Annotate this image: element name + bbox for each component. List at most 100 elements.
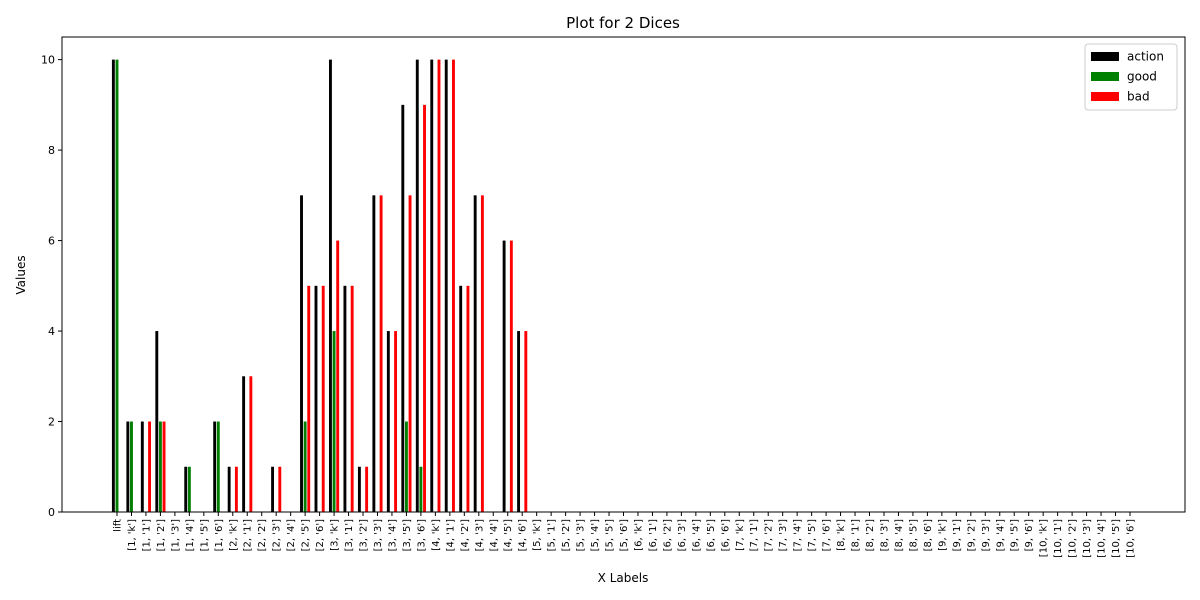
x-tick-label: [6, '1'] — [648, 519, 659, 551]
bar — [404, 421, 408, 512]
x-tick-label: [2, '4'] — [286, 519, 297, 551]
bar — [184, 466, 188, 512]
x-tick-label: [3, '1'] — [344, 519, 355, 551]
bar — [401, 104, 405, 512]
y-tick-label: 0 — [48, 506, 55, 519]
y-tick-label: 4 — [48, 325, 55, 338]
x-tick-label: [7, '2'] — [764, 519, 775, 551]
bar — [379, 195, 383, 513]
bar — [386, 331, 390, 512]
bar — [459, 285, 463, 512]
bar — [278, 466, 282, 512]
x-tick-label: [4, '1'] — [445, 519, 456, 551]
x-tick-label: [7, '3'] — [778, 519, 789, 551]
x-tick-label: [3, '4'] — [387, 519, 398, 551]
x-tick-label: [8, '3'] — [879, 519, 890, 551]
x-tick-label: [8, '4'] — [894, 519, 905, 551]
x-tick-label: [6, '5'] — [706, 519, 717, 551]
x-tick-label: [1, '3'] — [170, 519, 181, 551]
x-tick-label: [7, '5'] — [807, 519, 818, 551]
x-tick-label: [4, '6'] — [518, 519, 529, 551]
x-tick-label: [4, 'k'] — [431, 519, 442, 551]
bar — [419, 466, 423, 512]
x-tick-label: [1, 'k'] — [127, 519, 138, 551]
bar — [423, 104, 426, 512]
x-tick-label: [2, '5'] — [301, 519, 312, 551]
bar — [249, 376, 253, 512]
x-tick-label: [9, '5'] — [1010, 519, 1021, 551]
x-tick-label: [5, '1'] — [547, 519, 558, 551]
y-tick-label: 6 — [48, 235, 55, 248]
bar — [300, 195, 303, 513]
bar — [394, 331, 398, 512]
bar — [415, 59, 419, 512]
bar — [357, 466, 361, 512]
bar — [452, 59, 455, 512]
legend-swatch — [1091, 92, 1119, 101]
bar — [148, 421, 152, 512]
bar — [408, 195, 412, 513]
bar — [187, 466, 191, 512]
bar — [213, 421, 217, 512]
x-tick-label: [4, '4'] — [489, 519, 500, 551]
x-tick-label: [3, '5'] — [402, 519, 413, 551]
x-tick-label: [9, 'k'] — [937, 519, 948, 551]
bar — [130, 421, 133, 512]
bar — [473, 195, 477, 513]
bar — [126, 421, 130, 512]
bar — [480, 195, 484, 513]
x-tick-label: [5, 'k'] — [532, 519, 543, 551]
x-tick-label: [9, '4'] — [995, 519, 1006, 551]
bar — [466, 285, 470, 512]
x-tick-label: [5, '6'] — [619, 519, 630, 551]
y-tick-label: 10 — [41, 54, 55, 67]
bar — [162, 421, 166, 512]
x-tick-label: [10, '4'] — [1097, 519, 1108, 558]
bar — [343, 285, 347, 512]
legend-label: good — [1127, 70, 1157, 84]
x-tick-label: [10, '3'] — [1082, 519, 1093, 558]
bar — [444, 59, 448, 512]
x-tick-label: [10, '5'] — [1111, 519, 1122, 558]
x-tick-label: [10, '2'] — [1068, 519, 1079, 558]
bar — [158, 421, 162, 512]
legend-swatch — [1091, 52, 1119, 61]
y-axis-label: Values — [14, 255, 28, 294]
x-tick-label: [2, '3'] — [272, 519, 283, 551]
bar — [271, 466, 275, 512]
x-tick-label: [9, '2'] — [966, 519, 977, 551]
bar — [303, 421, 307, 512]
bar — [234, 466, 238, 512]
bar — [336, 240, 340, 513]
plot-frame — [61, 36, 1186, 513]
chart-title: Plot for 2 Dices — [566, 14, 680, 32]
bar — [111, 59, 115, 512]
x-tick-label: [3, 'k'] — [330, 519, 341, 551]
bar — [329, 59, 332, 512]
y-tick-label: 8 — [48, 144, 55, 157]
x-tick-label: [8, '2'] — [865, 519, 876, 551]
x-tick-label: [5, '2'] — [561, 519, 572, 551]
bar — [372, 195, 376, 513]
x-tick-label: [2, '6'] — [315, 519, 326, 551]
x-tick-label: lift — [113, 519, 124, 532]
y-tick-label: 2 — [48, 416, 55, 429]
bar — [509, 240, 513, 513]
legend-swatch — [1091, 72, 1119, 81]
x-tick-label: [7, '6'] — [822, 519, 833, 551]
bar — [216, 421, 220, 512]
bar — [437, 59, 441, 512]
x-tick-label: [8, '1'] — [851, 519, 862, 551]
x-tick-label: [1, '1'] — [141, 519, 152, 551]
bar — [227, 466, 231, 512]
bar — [502, 240, 506, 513]
x-tick-label: [5, '4'] — [590, 519, 601, 551]
x-tick-label: [1, '2'] — [156, 519, 167, 551]
x-tick-label: [7, 'k'] — [735, 519, 746, 551]
x-tick-label: [1, '6'] — [214, 519, 225, 551]
bar — [350, 285, 354, 512]
x-tick-label: [1, '4'] — [185, 519, 196, 551]
bar — [242, 376, 246, 512]
x-axis-label: X Labels — [598, 571, 649, 585]
